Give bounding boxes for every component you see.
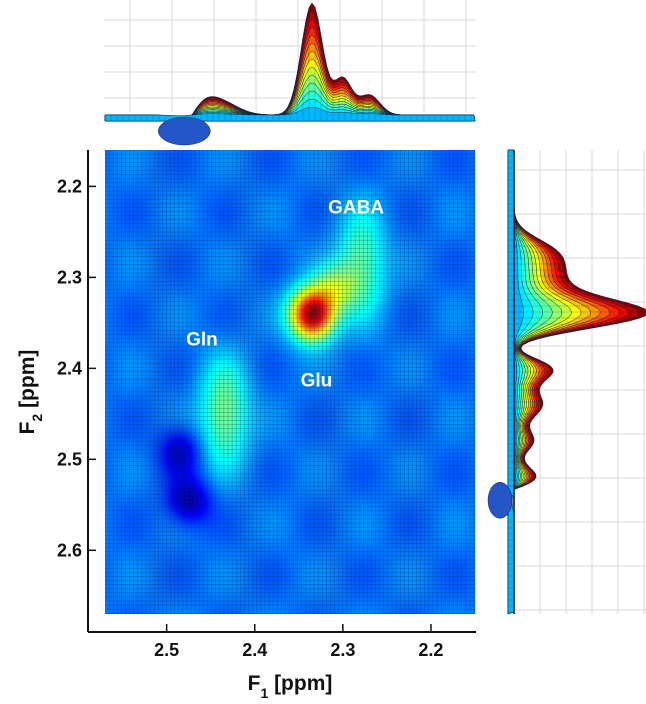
peak-label-glu: Glu (301, 371, 333, 392)
y-tick-label: 2.6 (57, 540, 82, 560)
y-axis-ticks: 2.2 2.3 2.4 2.5 2.6 (57, 176, 96, 560)
top-surface-dip (158, 116, 211, 146)
peak-annotations: GABA Gln Glu (186, 198, 384, 392)
top-projection-surface (104, 2, 476, 146)
right-projection-surface (487, 149, 646, 615)
mesh-lines (105, 150, 475, 614)
peak-label-gln: Gln (186, 330, 218, 351)
top-projection-panel (104, 0, 476, 148)
x-tick-label: 2.5 (154, 640, 179, 660)
top-grid-lines (104, 0, 476, 112)
heatmap-mesh-grid (105, 150, 475, 614)
x-tick-label: 2.3 (330, 640, 355, 660)
top-surface-ribbon (104, 106, 476, 122)
x-axis-ticks: 2.5 2.4 2.3 2.2 (154, 624, 443, 660)
peak-label-gaba: GABA (328, 198, 384, 219)
axes: 2.5 2.4 2.3 2.2 2.2 2.3 2.4 2.5 2.6 (57, 150, 476, 660)
right-projection-panel (485, 148, 646, 618)
x-tick-label: 2.4 (242, 640, 267, 660)
y-tick-label: 2.3 (57, 267, 82, 287)
right-surface-dip (487, 482, 513, 519)
top-projection-grid (104, 0, 476, 112)
y-tick-label: 2.4 (57, 358, 82, 378)
x-tick-label: 2.2 (418, 640, 443, 660)
x-axis-title: F1 [ppm] (248, 672, 333, 701)
y-tick-label: 2.2 (57, 176, 82, 196)
y-axis-title: F2 [ppm] (16, 350, 45, 435)
y-tick-label: 2.5 (57, 449, 82, 469)
heatmap (105, 150, 475, 614)
